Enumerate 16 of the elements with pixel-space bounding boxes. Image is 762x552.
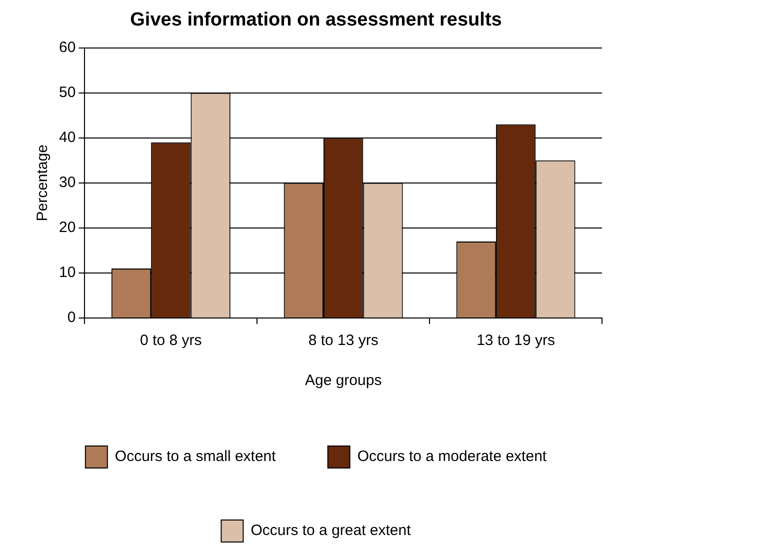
y-tick-label: 0 <box>67 309 76 326</box>
x-tick-label: 8 to 13 yrs <box>308 332 378 350</box>
y-tick-label: 40 <box>58 129 76 146</box>
x-tick-label: 13 to 19 yrs <box>476 332 555 350</box>
chart-title: Gives information on assessment results <box>130 10 502 31</box>
legend-label: Occurs to a moderate extent <box>357 448 548 466</box>
x-axis-title: Age groups <box>304 372 382 390</box>
y-tick-label: 20 <box>58 219 76 236</box>
y-tick-label: 10 <box>58 264 76 282</box>
y-tick-label: 60 <box>58 38 76 56</box>
legend-label: Occurs to a great extent <box>250 522 412 540</box>
legend-label: Occurs to a small extent <box>114 448 277 466</box>
y-tick-label: 30 <box>58 174 76 192</box>
y-tick-label: 50 <box>58 84 76 101</box>
y-axis-title: Percentage <box>34 144 52 222</box>
x-tick-label: 0 to 8 yrs <box>140 332 202 350</box>
